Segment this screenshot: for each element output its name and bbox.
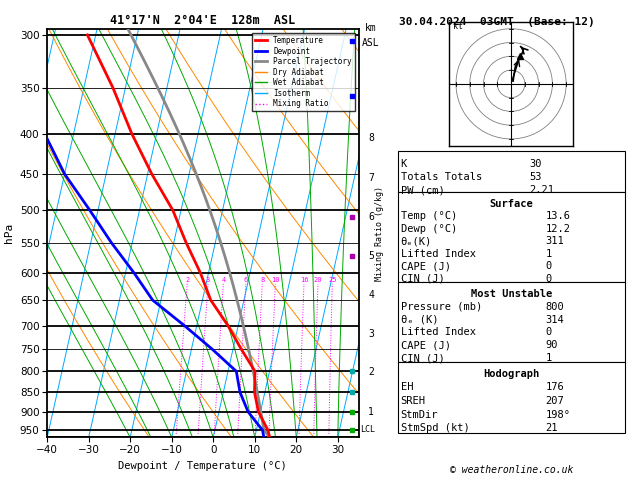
Text: 6: 6 bbox=[368, 212, 374, 222]
Text: 176: 176 bbox=[545, 382, 564, 392]
Text: Most Unstable: Most Unstable bbox=[470, 289, 552, 299]
Text: 198°: 198° bbox=[545, 410, 571, 419]
Text: LCL: LCL bbox=[360, 425, 375, 434]
Text: 20: 20 bbox=[314, 277, 322, 283]
Text: Totals Totals: Totals Totals bbox=[401, 173, 482, 182]
Text: 800: 800 bbox=[545, 302, 564, 312]
Y-axis label: hPa: hPa bbox=[4, 223, 14, 243]
Text: 4: 4 bbox=[368, 290, 374, 300]
Text: ASL: ASL bbox=[362, 37, 380, 48]
Text: SREH: SREH bbox=[401, 396, 426, 406]
Text: 6: 6 bbox=[243, 277, 248, 283]
Text: 7: 7 bbox=[368, 173, 374, 183]
Text: 4: 4 bbox=[221, 277, 226, 283]
Text: CAPE (J): CAPE (J) bbox=[401, 261, 450, 271]
Text: 25: 25 bbox=[328, 277, 337, 283]
Text: 13.6: 13.6 bbox=[545, 211, 571, 221]
Text: EH: EH bbox=[401, 382, 413, 392]
Text: Hodograph: Hodograph bbox=[483, 369, 540, 379]
Text: Pressure (mb): Pressure (mb) bbox=[401, 302, 482, 312]
Text: 90: 90 bbox=[545, 340, 558, 350]
Text: CIN (J): CIN (J) bbox=[401, 274, 445, 284]
Text: 2.21: 2.21 bbox=[530, 185, 555, 195]
Text: 1: 1 bbox=[545, 353, 552, 364]
Text: CAPE (J): CAPE (J) bbox=[401, 340, 450, 350]
X-axis label: Dewpoint / Temperature (°C): Dewpoint / Temperature (°C) bbox=[118, 461, 287, 470]
Text: Dewp (°C): Dewp (°C) bbox=[401, 224, 457, 234]
Text: Lifted Index: Lifted Index bbox=[401, 249, 476, 259]
Text: 53: 53 bbox=[530, 173, 542, 182]
Text: 0: 0 bbox=[545, 328, 552, 337]
Text: 2: 2 bbox=[185, 277, 189, 283]
Text: StmSpd (kt): StmSpd (kt) bbox=[401, 423, 469, 433]
Text: 0: 0 bbox=[545, 261, 552, 271]
Text: StmDir: StmDir bbox=[401, 410, 438, 419]
Text: 207: 207 bbox=[545, 396, 564, 406]
Text: 10: 10 bbox=[271, 277, 280, 283]
Title: 41°17'N  2°04'E  128m  ASL: 41°17'N 2°04'E 128m ASL bbox=[110, 14, 296, 27]
Text: 30: 30 bbox=[530, 159, 542, 170]
Text: Surface: Surface bbox=[489, 199, 533, 209]
Text: 16: 16 bbox=[300, 277, 308, 283]
Text: θₑ (K): θₑ (K) bbox=[401, 314, 438, 325]
Text: 0: 0 bbox=[545, 274, 552, 284]
Text: Lifted Index: Lifted Index bbox=[401, 328, 476, 337]
Text: 8: 8 bbox=[260, 277, 264, 283]
Text: 3: 3 bbox=[368, 329, 374, 339]
Text: 1: 1 bbox=[545, 249, 552, 259]
Text: θₑ(K): θₑ(K) bbox=[401, 236, 432, 246]
Text: 5: 5 bbox=[368, 251, 374, 261]
Text: 21: 21 bbox=[545, 423, 558, 433]
Text: 314: 314 bbox=[545, 314, 564, 325]
Text: PW (cm): PW (cm) bbox=[401, 185, 445, 195]
Text: Temp (°C): Temp (°C) bbox=[401, 211, 457, 221]
Text: 311: 311 bbox=[545, 236, 564, 246]
Text: 1: 1 bbox=[368, 407, 374, 417]
Text: Mixing Ratio (g/kg): Mixing Ratio (g/kg) bbox=[375, 186, 384, 281]
Legend: Temperature, Dewpoint, Parcel Trajectory, Dry Adiabat, Wet Adiabat, Isotherm, Mi: Temperature, Dewpoint, Parcel Trajectory… bbox=[252, 33, 355, 111]
Text: 12.2: 12.2 bbox=[545, 224, 571, 234]
Text: km: km bbox=[365, 22, 377, 33]
Text: 2: 2 bbox=[368, 367, 374, 377]
Text: K: K bbox=[401, 159, 407, 170]
Text: kt: kt bbox=[454, 22, 463, 31]
Text: 8: 8 bbox=[368, 133, 374, 143]
Text: CIN (J): CIN (J) bbox=[401, 353, 445, 364]
Text: 3: 3 bbox=[206, 277, 210, 283]
Text: 30.04.2024  03GMT  (Base: 12): 30.04.2024 03GMT (Base: 12) bbox=[399, 17, 595, 27]
Text: © weatheronline.co.uk: © weatheronline.co.uk bbox=[450, 465, 573, 475]
